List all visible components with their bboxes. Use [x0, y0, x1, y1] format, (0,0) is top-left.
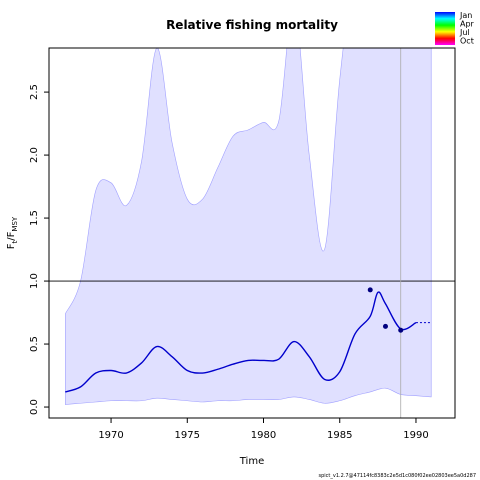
- x-tick-label: 1975: [175, 430, 200, 441]
- y-tick-label: 0.5: [29, 336, 40, 352]
- footer: spict_v1.2.7@47114fc8383c2e5d1c080f02ee0…: [318, 473, 476, 479]
- y-tick-label: 1.5: [29, 210, 40, 226]
- median-line: [65, 291, 417, 393]
- y-tick-label: 2.0: [29, 147, 40, 163]
- legend-label: Oct: [460, 37, 474, 46]
- legend-label: Jan: [459, 11, 472, 20]
- x-tick-label: 1990: [403, 430, 428, 441]
- y-tick-label: 2.5: [29, 84, 40, 100]
- observation-point: [382, 323, 388, 329]
- x-axis-label: Time: [239, 456, 264, 467]
- legend-colorbar: [435, 12, 455, 45]
- confidence-band: [65, 48, 432, 405]
- x-tick-label: 1985: [327, 430, 352, 441]
- x-tick-label: 1980: [251, 430, 276, 441]
- y-tick-label: 1.0: [29, 273, 40, 289]
- x-tick-label: 1970: [98, 430, 123, 441]
- legend-label: Jul: [459, 28, 470, 37]
- plot-area: [49, 48, 455, 418]
- plot-frame: [48, 47, 456, 419]
- observation-point: [367, 287, 373, 293]
- observation-point: [398, 327, 404, 333]
- y-tick-label: 0.0: [29, 399, 40, 415]
- legend-label: Apr: [460, 20, 475, 29]
- y-axis-label: Ft/FMSY: [6, 216, 19, 249]
- chart-title: Relative fishing mortality: [166, 18, 338, 32]
